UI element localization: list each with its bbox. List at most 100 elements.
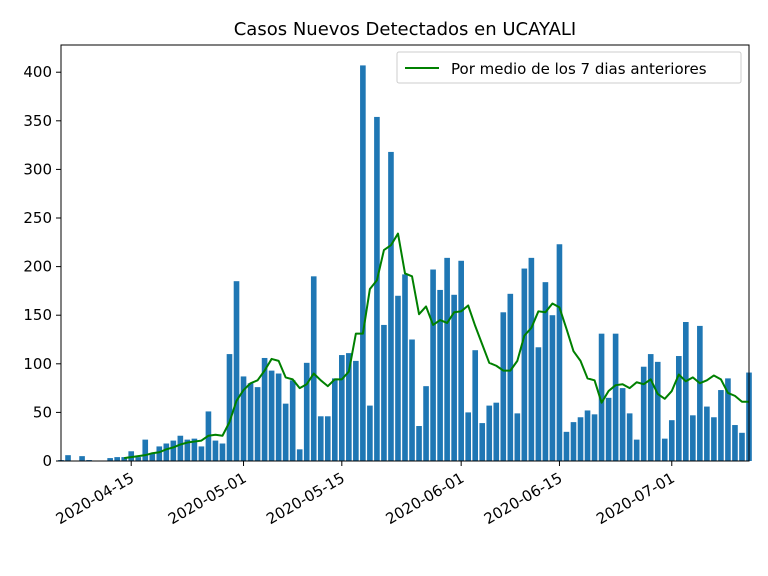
bar xyxy=(310,276,317,461)
bar xyxy=(163,443,170,461)
bar xyxy=(725,378,731,461)
bar xyxy=(324,416,331,461)
bar xyxy=(598,333,605,461)
line-layer xyxy=(124,232,749,460)
bar xyxy=(704,406,710,461)
bar xyxy=(282,403,289,461)
bar xyxy=(570,422,577,461)
bar xyxy=(514,413,521,461)
bar xyxy=(647,354,654,461)
bar xyxy=(79,456,85,461)
x-tick-label: 2020-05-01 xyxy=(165,469,250,528)
bar xyxy=(367,405,373,461)
bar xyxy=(233,281,240,461)
x-tick-label: 2020-04-15 xyxy=(53,469,138,528)
bar xyxy=(331,378,338,461)
bar xyxy=(170,440,177,461)
bar xyxy=(584,410,591,461)
bar xyxy=(605,397,612,461)
bar xyxy=(191,438,198,461)
bar xyxy=(507,293,514,461)
legend: Por medio de los 7 dias anteriores xyxy=(396,51,742,84)
bar xyxy=(219,443,226,461)
bar xyxy=(360,65,366,461)
legend-entry-label: Por medio de los 7 dias anteriores xyxy=(451,60,707,78)
bar xyxy=(107,458,113,461)
y-tick-label: 50 xyxy=(33,403,52,421)
bar xyxy=(184,439,191,461)
bar xyxy=(549,315,556,461)
bar xyxy=(711,417,717,461)
bar xyxy=(353,360,359,461)
bar xyxy=(626,413,633,461)
y-tick-label: 250 xyxy=(23,209,52,227)
bar xyxy=(289,380,296,461)
series-line-moving-average xyxy=(124,232,749,460)
bar xyxy=(654,361,661,461)
y-tick-label: 200 xyxy=(23,258,52,276)
bar xyxy=(528,257,535,461)
bar xyxy=(661,438,668,461)
x-tick-label: 2020-05-15 xyxy=(263,469,348,528)
bar xyxy=(668,420,675,461)
bar xyxy=(247,383,254,461)
bar xyxy=(493,402,500,461)
bar xyxy=(114,457,120,461)
legend-frame xyxy=(396,51,742,84)
bar xyxy=(521,268,528,461)
bar xyxy=(395,295,401,461)
bar xyxy=(317,416,324,461)
y-tick-label: 400 xyxy=(23,63,52,81)
bar xyxy=(479,423,486,461)
bar xyxy=(135,457,142,461)
bar xyxy=(486,405,493,461)
bar xyxy=(451,294,457,461)
bar xyxy=(430,269,436,461)
bar xyxy=(633,439,640,461)
bar xyxy=(612,333,619,461)
bar xyxy=(275,373,282,461)
x-tick-label: 2020-06-15 xyxy=(481,469,566,528)
bar xyxy=(142,439,149,461)
bar xyxy=(416,426,422,461)
bar xyxy=(177,435,184,461)
y-tick-label: 300 xyxy=(23,160,52,178)
y-tick-label: 0 xyxy=(42,452,52,470)
bar xyxy=(268,370,275,461)
bar xyxy=(718,390,724,461)
bar xyxy=(472,350,479,461)
bar xyxy=(535,347,542,461)
bar xyxy=(240,376,247,461)
bar xyxy=(339,355,345,461)
bar xyxy=(739,432,745,461)
y-tick-label: 150 xyxy=(23,306,52,324)
bar xyxy=(254,387,261,461)
y-tick-label: 350 xyxy=(23,112,52,130)
bar xyxy=(303,362,310,461)
bar xyxy=(346,353,352,461)
bar xyxy=(577,417,584,461)
bar xyxy=(640,366,647,461)
bar xyxy=(149,453,156,461)
bar xyxy=(591,414,598,461)
bar xyxy=(563,431,570,461)
chart-title: Casos Nuevos Detectados en UCAYALI xyxy=(234,19,577,40)
bar xyxy=(156,446,163,461)
bar xyxy=(381,324,387,461)
bar xyxy=(556,244,563,461)
bar xyxy=(388,151,394,462)
bar xyxy=(465,412,471,461)
x-tick-label: 2020-07-01 xyxy=(593,469,678,528)
x-tick-label: 2020-06-01 xyxy=(383,469,468,528)
bar xyxy=(619,388,626,461)
bar xyxy=(409,339,415,461)
bar xyxy=(198,446,205,461)
bar xyxy=(374,116,380,462)
bar xyxy=(226,354,233,461)
bar xyxy=(675,356,682,461)
bar xyxy=(683,322,689,461)
bar xyxy=(65,455,71,461)
bar xyxy=(690,415,696,461)
